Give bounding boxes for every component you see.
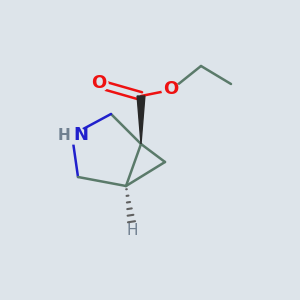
Text: O: O — [164, 80, 178, 98]
Polygon shape — [137, 96, 145, 144]
Text: H: H — [126, 223, 138, 238]
Text: N: N — [74, 126, 88, 144]
Text: O: O — [92, 74, 106, 92]
Text: H: H — [58, 128, 70, 142]
Ellipse shape — [162, 82, 180, 98]
Ellipse shape — [58, 126, 85, 144]
Ellipse shape — [90, 76, 108, 92]
